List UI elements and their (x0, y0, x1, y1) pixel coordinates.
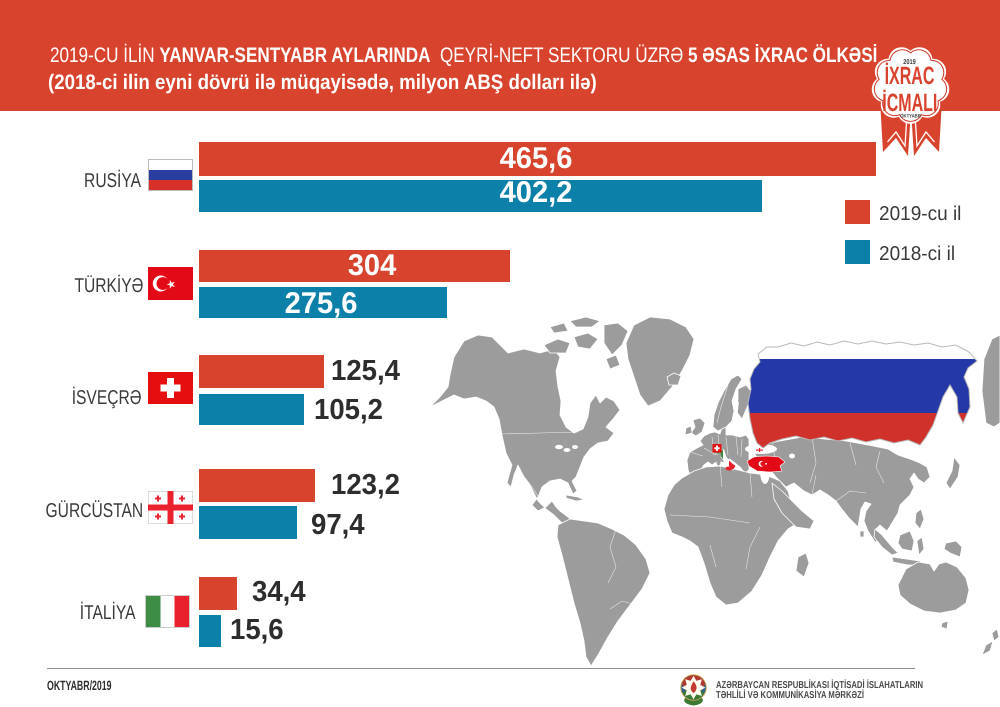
svg-text:2019: 2019 (903, 59, 916, 66)
svg-text:OKTYABR: OKTYABR (900, 114, 921, 120)
svg-text:İCMALI: İCMALI (882, 89, 937, 117)
svg-text:İXRAC: İXRAC (885, 62, 935, 90)
